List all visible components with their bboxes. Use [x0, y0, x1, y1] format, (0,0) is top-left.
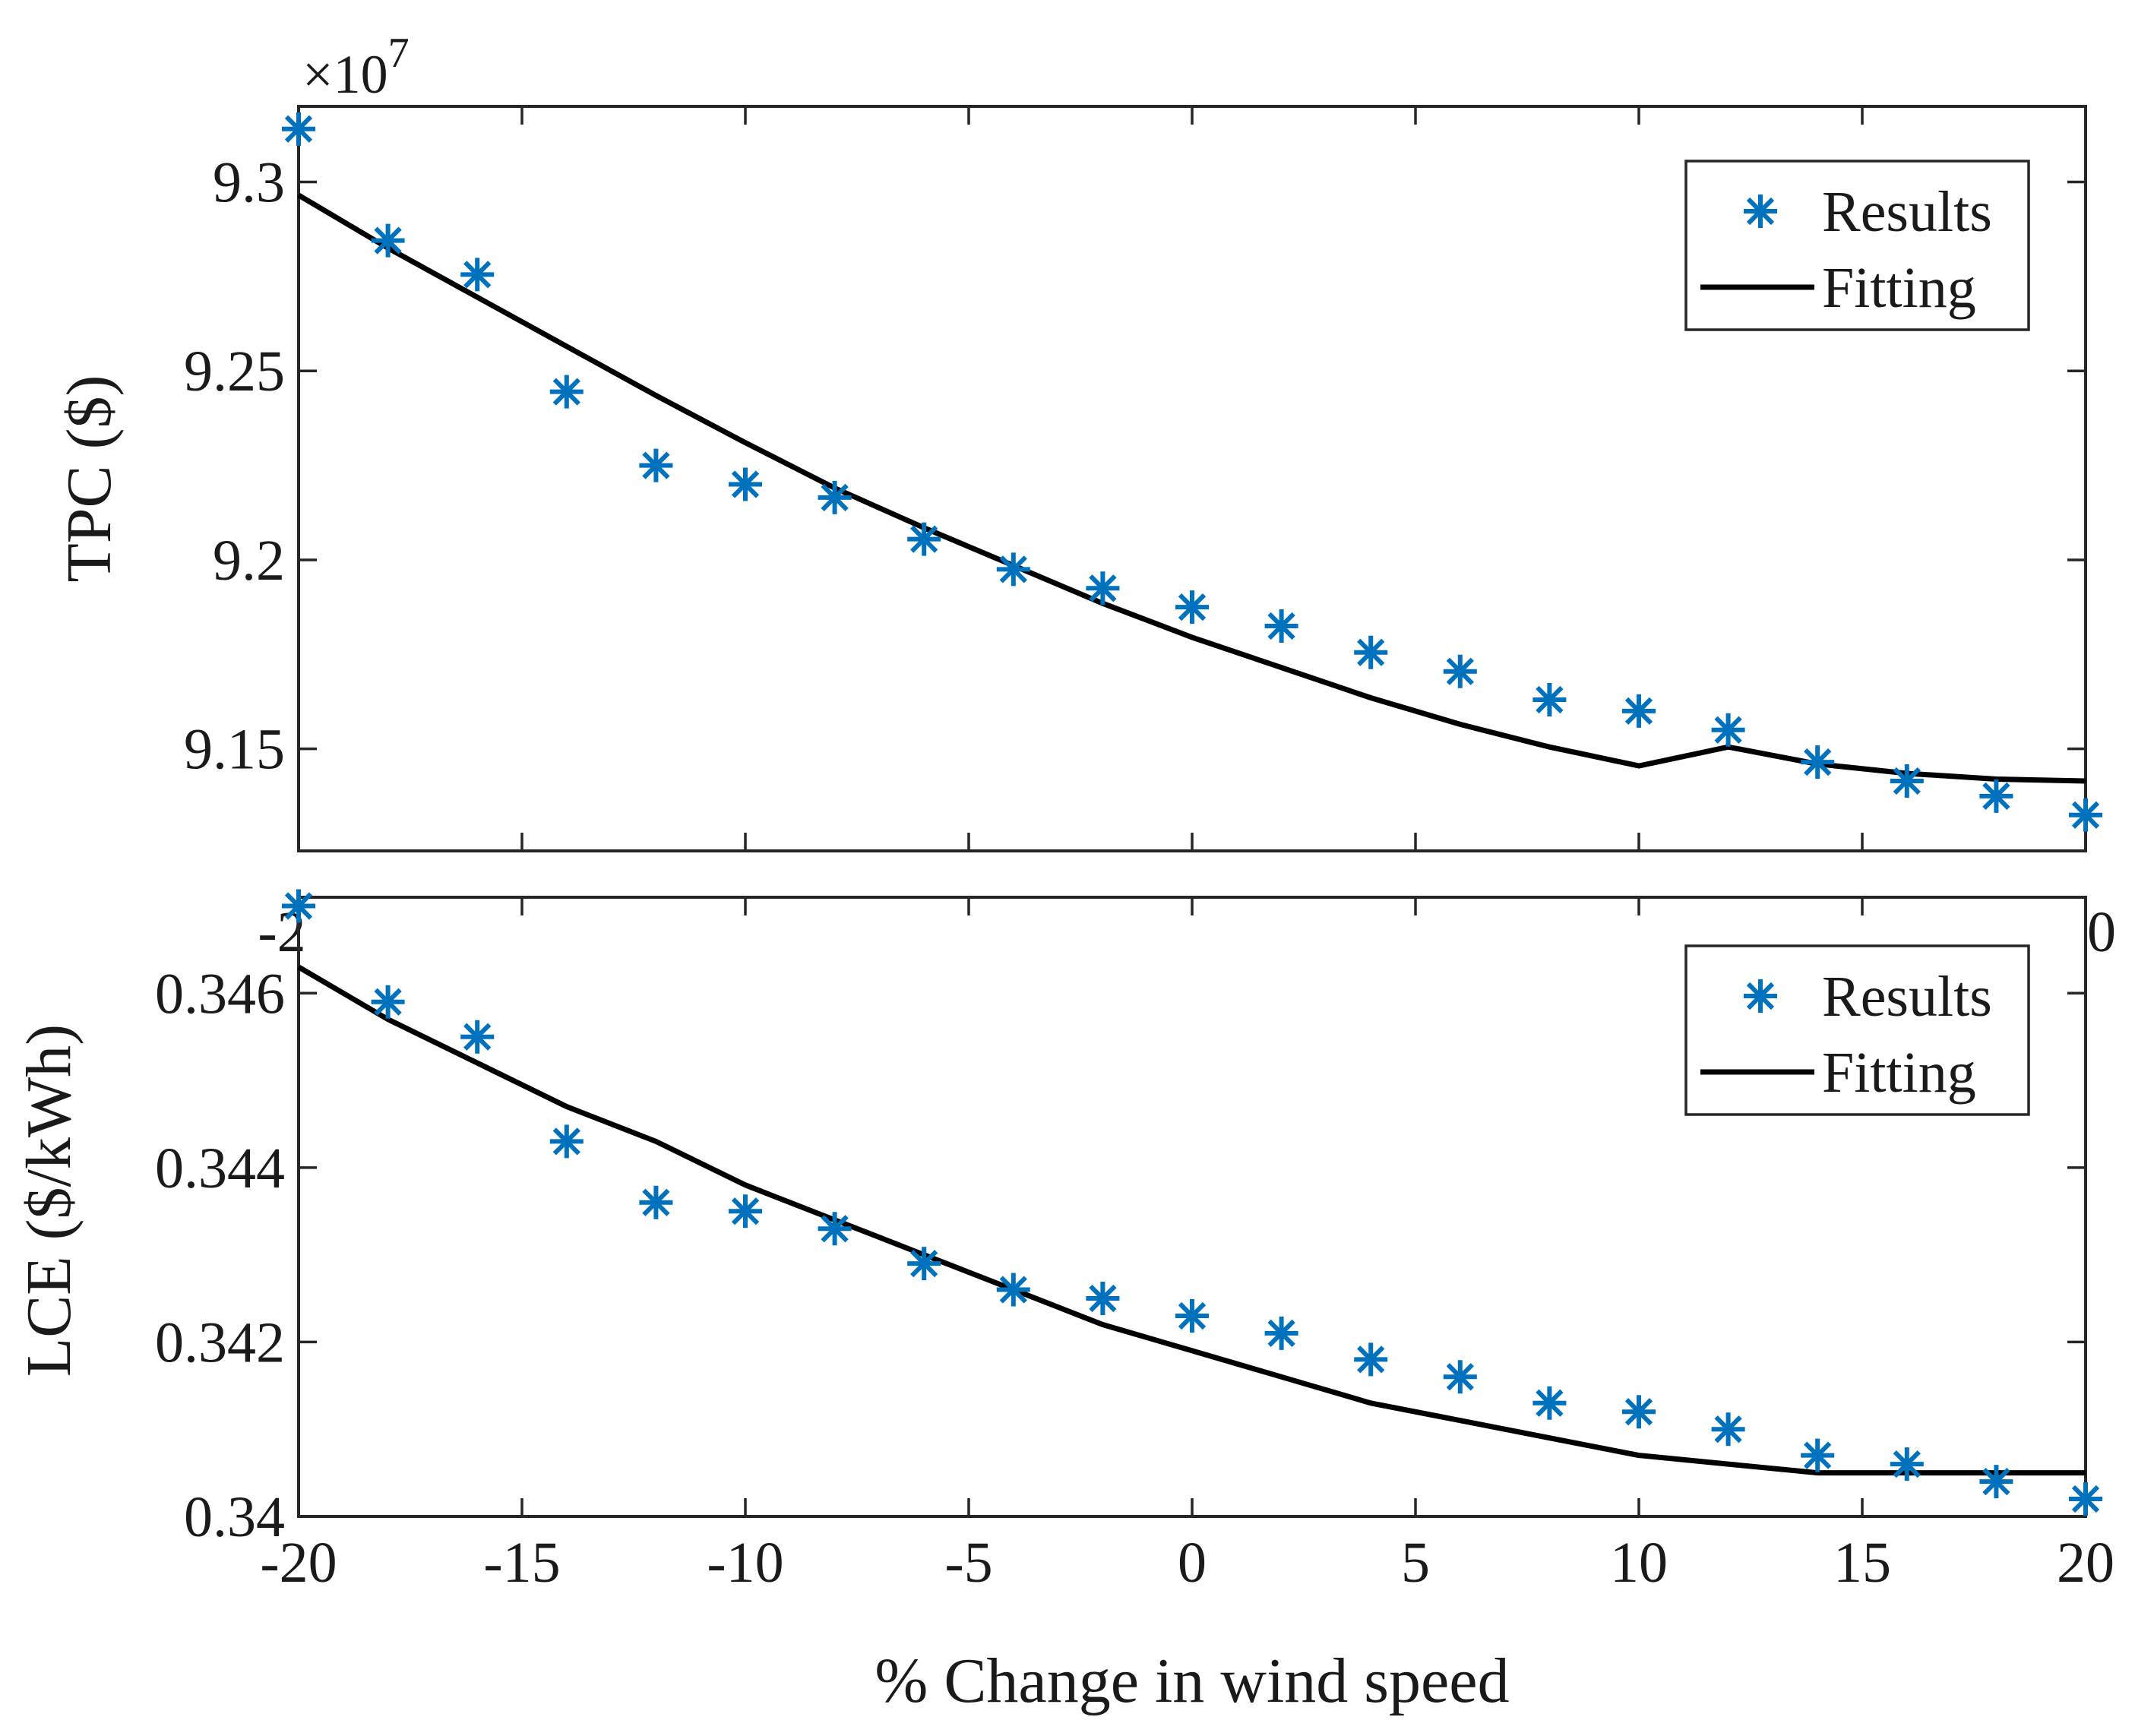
tpc-result-point: [1801, 745, 1835, 779]
lce-result-point: [996, 1273, 1030, 1307]
lce-x-tick-label: 15: [1833, 1531, 1891, 1595]
tpc-result-point: [371, 223, 405, 258]
lce-result-point: [1979, 1465, 2013, 1499]
lce-result-point: [460, 1020, 495, 1054]
tpc-result-point: [907, 522, 941, 556]
lce-result-point: [2069, 1482, 2102, 1516]
tpc-result-point: [729, 467, 762, 501]
lce-y-tick-label: 0.342: [155, 1311, 285, 1374]
lce-legend-box: [1684, 944, 2030, 1116]
lce-x-tick-label: -15: [483, 1531, 560, 1595]
lce-x-tick-label: -5: [944, 1531, 992, 1595]
lce-x-tick-label: 0: [1178, 1531, 1207, 1595]
tpc-y-axis-label: TPC ($): [54, 375, 125, 583]
lce-legend-fitting-label: Fitting: [1822, 1041, 1976, 1105]
tpc-y-tick-labels: 9.15 9.2 9.25 9.3: [184, 150, 285, 781]
tpc-result-point: [1175, 590, 1209, 625]
tpc-legend: Results Fitting: [1684, 160, 2030, 331]
tpc-ticks: [297, 106, 2087, 851]
lce-result-point: [639, 1185, 673, 1219]
tpc-result-point: [1443, 654, 1477, 688]
lce-result-point: [729, 1194, 762, 1228]
lce-result-point: [1622, 1395, 1656, 1429]
tpc-result-point: [282, 112, 315, 146]
tpc-legend-results-marker: [1744, 194, 1777, 228]
lce-result-point: [1443, 1360, 1477, 1394]
tpc-result-point: [460, 258, 495, 292]
tpc-legend-box: [1684, 160, 2030, 331]
lce-result-point: [1354, 1342, 1388, 1377]
lce-result-point: [818, 1212, 852, 1246]
tpc-fitting-line: [297, 192, 2086, 784]
tpc-result-point: [2069, 798, 2102, 832]
lce-y-tick-label: 0.346: [155, 962, 285, 1026]
tpc-result-point: [996, 552, 1030, 587]
lce-result-point: [1801, 1438, 1835, 1472]
lce-x-tick-label: 20: [2057, 1531, 2114, 1595]
tpc-panel: 9.159.29.259.3 ×107 TPC ($) -2 0 Results…: [54, 30, 2116, 964]
lce-result-point: [282, 889, 315, 923]
x-axis-label: % Change in wind speed: [875, 1646, 1509, 1716]
tpc-result-point: [818, 480, 852, 514]
lce-x-tick-label: -20: [260, 1531, 337, 1595]
tpc-legend-results-label: Results: [1822, 180, 1992, 244]
lce-result-point: [1264, 1316, 1298, 1350]
tpc-result-point: [1086, 571, 1120, 606]
tpc-result-point: [1979, 779, 2013, 813]
lce-result-point: [371, 985, 405, 1019]
tpc-y-tick-label: 9.3: [213, 150, 285, 214]
lce-result-point: [1175, 1299, 1209, 1333]
tpc-y-tick-label: 9.2: [213, 529, 285, 593]
tpc-y-tick-label: 9.15: [184, 718, 285, 782]
lce-result-point: [1086, 1282, 1120, 1315]
lce-x-tick-label: -10: [707, 1531, 783, 1595]
tpc-legend-fitting-label: Fitting: [1822, 256, 1976, 320]
tpc-result-point: [1711, 713, 1745, 747]
tpc-result-point: [1354, 635, 1388, 669]
tpc-result-point: [1890, 764, 1924, 798]
lce-legend: Results Fitting: [1684, 944, 2030, 1116]
lce-legend-results-marker: [1744, 979, 1777, 1013]
tpc-result-point: [1532, 683, 1567, 716]
lce-result-point: [1532, 1386, 1567, 1420]
tpc-result-point: [1264, 609, 1298, 643]
tpc-result-point: [639, 448, 673, 482]
lce-result-point: [907, 1247, 941, 1281]
tpc-y-tick-label: 9.25: [184, 340, 285, 403]
lce-y-tick-label: 0.34: [184, 1485, 285, 1549]
lce-y-tick-label: 0.344: [155, 1137, 285, 1200]
lce-y-axis-label: LCE ($/kWh): [14, 1024, 84, 1377]
tpc-x-tick-label-right-clipped: 0: [2087, 900, 2116, 964]
lce-result-point: [1711, 1412, 1745, 1447]
lce-x-tick-label: 5: [1401, 1531, 1430, 1595]
lce-x-tick-label: 10: [1610, 1531, 1668, 1595]
tpc-result-point: [1622, 694, 1656, 728]
lce-y-tick-labels: 0.34 0.342 0.344 0.346: [155, 962, 285, 1549]
tpc-results-markers: [282, 112, 2102, 832]
lce-legend-results-label: Results: [1822, 965, 1992, 1029]
lce-fitting-line: [297, 964, 2086, 1476]
lce-results-markers: [282, 889, 2102, 1516]
lce-result-point: [549, 1124, 584, 1159]
lce-x-tick-labels: -20 -15 -10 -5 0 5 10 15 20: [260, 1531, 2114, 1595]
tpc-result-point: [549, 375, 584, 409]
tpc-exponent-label: ×107: [302, 30, 410, 105]
lce-result-point: [1890, 1447, 1924, 1481]
